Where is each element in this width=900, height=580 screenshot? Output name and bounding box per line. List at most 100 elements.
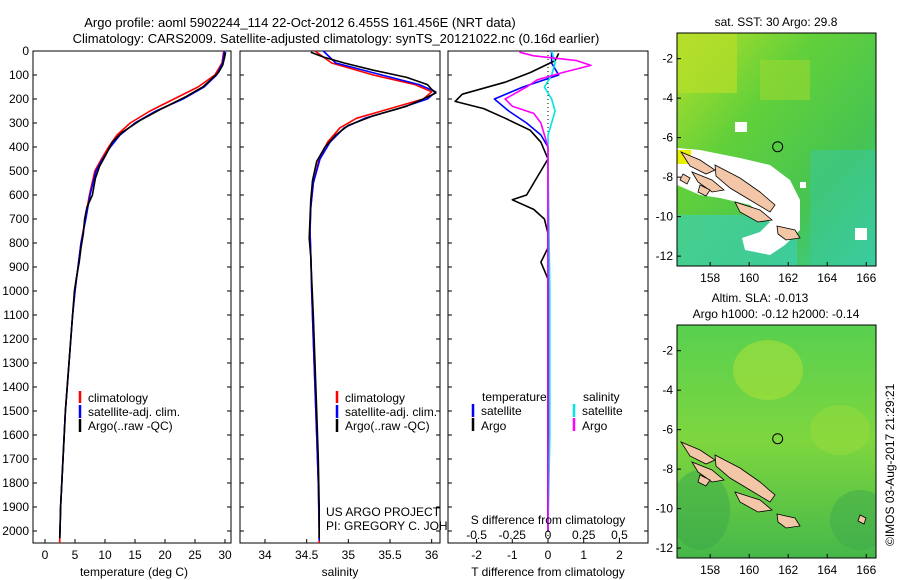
argo-location-marker: [772, 433, 784, 445]
salinity-profile-plot: 34 34.5 35 35.5 36 salinity climatology sate…: [239, 50, 482, 579]
sst-cool-patch: [810, 150, 876, 266]
lat-tick-label: -12: [656, 249, 674, 263]
x-tick-label: 10: [98, 548, 112, 562]
depth-tick-label: 600: [9, 188, 29, 202]
title-line-1: Argo profile: aoml 5902244_114 22-Oct-20…: [84, 15, 515, 30]
depth-tick-label: 1000: [2, 284, 29, 298]
island: [776, 225, 801, 241]
lat-tick-label: -2: [662, 52, 673, 66]
x-tick-label: 34: [258, 548, 272, 562]
s-tick-label: 0.25: [572, 528, 596, 542]
island: [857, 514, 867, 525]
x-tick-label: 35: [342, 548, 356, 562]
island: [697, 474, 711, 487]
x-tick-label: 36: [425, 548, 439, 562]
lat-tick-label: -6: [662, 131, 673, 145]
x-tick-label: -1: [507, 548, 518, 562]
lat-tick-label: -8: [662, 462, 673, 476]
depth-tick-label: 1700: [2, 452, 29, 466]
lon-tick-label: 166: [856, 271, 876, 285]
lon-tick-label: 158: [700, 563, 720, 577]
lat-tick-label: -4: [662, 383, 673, 397]
lon-tick-label: 160: [739, 271, 759, 285]
sla-map-title-1: Altim. SLA: -0.013: [712, 291, 809, 305]
x-tick-label: 30: [218, 548, 232, 562]
series-line-salinity-satellite: [543, 50, 556, 532]
x-tick-label: 1: [580, 548, 587, 562]
sst-cloud-mask: [677, 148, 800, 255]
s-difference-xlabel: S difference from climatology: [471, 513, 626, 527]
temperature-legend: climatology satellite-adj. clim. Argo(..…: [78, 391, 180, 433]
lon-tick-label: 166: [856, 563, 876, 577]
depth-tick-label: 2000: [2, 524, 29, 538]
legend-heading-salinity: salinity: [583, 390, 620, 404]
depth-tick-label: 1400: [2, 380, 29, 394]
s-tick-label: -0.25: [499, 528, 527, 542]
lon-tick-label: 162: [778, 563, 798, 577]
salinity-plot-frame: [239, 50, 441, 544]
title-line-2: Climatology: CARS2009. Satellite-adjuste…: [73, 31, 600, 46]
lon-tick-label: 158: [700, 271, 720, 285]
lon-tick-label: 160: [739, 563, 759, 577]
lon-tick-label: 162: [778, 271, 798, 285]
legend-t-satellite: satellite: [481, 404, 522, 418]
depth-tick-label: 500: [9, 164, 29, 178]
depth-tick-label: 1600: [2, 428, 29, 442]
sla-low: [677, 470, 730, 550]
depth-axis: 0 100 200 300 400 500 600 700 800 900 1000 1100 1200…: [2, 44, 29, 538]
lat-tick-label: -8: [662, 170, 673, 184]
argo-location-marker: [772, 141, 784, 153]
legend-satellite: satellite-adj. clim.: [88, 405, 180, 419]
x-tick-label: -2: [471, 548, 482, 562]
s-tick-label: -0.5: [466, 528, 487, 542]
difference-profile-plot: -2 -1 0 1 2 -0.5 -0.25 0 0.25 0.5 S difference fr…: [447, 50, 649, 579]
sst-islands: [679, 151, 801, 241]
x-tick-label: 0: [545, 548, 552, 562]
depth-tick-label: 200: [9, 92, 29, 106]
x-tick-label: 15: [128, 548, 142, 562]
sla-high: [810, 405, 870, 455]
sst-cloud-mask: [855, 228, 867, 240]
x-tick-label: 2: [616, 548, 623, 562]
lat-tick-label: -12: [656, 541, 674, 555]
legend-argo: Argo(..raw -QC): [88, 419, 173, 433]
imos-credit: ©IMOS 03-Aug-2017 21:29:21: [883, 383, 897, 546]
island: [714, 164, 776, 213]
sla-islands: [679, 441, 867, 529]
sla-low: [830, 490, 876, 550]
legend-s-satellite: satellite: [582, 404, 623, 418]
depth-tick-label: 0: [22, 44, 29, 58]
sst-cloud-mask: [800, 182, 806, 188]
series-line-argo-raw-qc-: [308, 51, 437, 539]
temperature-xlabel: temperature (deg C): [80, 565, 188, 579]
pi-annotation: PI: GREGORY C. JOHNSON: [326, 519, 482, 533]
depth-tick-label: 1800: [2, 476, 29, 490]
depth-tick-label: 300: [9, 116, 29, 130]
depth-tick-label: 1100: [3, 308, 29, 322]
island: [691, 461, 725, 483]
x-tick-label: 5: [72, 548, 79, 562]
legend-satellite: satellite-adj. clim.: [345, 405, 437, 419]
lon-tick-label: 164: [817, 563, 837, 577]
depth-tick-label: 1900: [2, 500, 29, 514]
sla-high: [733, 340, 803, 400]
island: [734, 491, 773, 513]
t-difference-xlabel: T difference from climatology: [471, 565, 625, 579]
x-tick-label: 35.5: [378, 548, 402, 562]
depth-tick-label: 100: [9, 68, 29, 82]
series-line-satellite-adj-clim-: [309, 50, 437, 541]
sst-map-frame: [676, 32, 877, 267]
depth-tick-label: 400: [9, 140, 29, 154]
lat-tick-label: -10: [656, 502, 674, 516]
island: [734, 201, 773, 223]
sst-warm-patch: [760, 60, 810, 100]
x-tick-label: 34.5: [295, 548, 319, 562]
island: [679, 151, 716, 175]
salinity-legend: climatology satellite-adj. clim. Argo(..…: [335, 391, 437, 433]
legend-t-argo: Argo: [481, 419, 507, 433]
x-tick-label: 0: [42, 548, 49, 562]
depth-tick-label: 1200: [2, 332, 29, 346]
lat-tick-label: -6: [662, 423, 673, 437]
island: [776, 513, 801, 529]
